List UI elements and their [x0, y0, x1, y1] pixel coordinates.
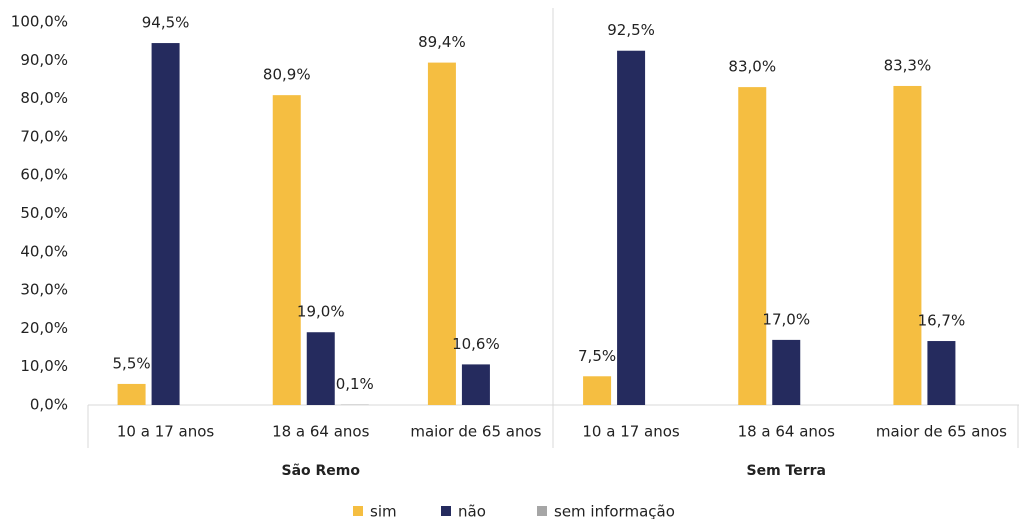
y-tick-label: 0,0%: [30, 396, 68, 414]
x-tick-label: 18 a 64 anos: [272, 423, 370, 441]
y-tick-label: 20,0%: [20, 319, 68, 337]
bar: [117, 383, 146, 405]
y-tick-label: 60,0%: [20, 166, 68, 184]
legend-swatch: [537, 506, 547, 516]
x-tick-label: 10 a 17 anos: [117, 423, 215, 441]
y-tick-label: 40,0%: [20, 242, 68, 260]
value-label: 89,4%: [418, 33, 466, 51]
x-tick-label: maior de 65 anos: [410, 423, 541, 441]
value-label: 0,1%: [336, 375, 374, 393]
group-label: São Remo: [281, 463, 360, 479]
legend-swatch: [441, 506, 451, 516]
y-tick-label: 50,0%: [20, 204, 68, 222]
legend-label: não: [458, 503, 486, 519]
value-label: 7,5%: [578, 347, 616, 365]
bar: [151, 43, 180, 405]
legend-swatch: [353, 506, 363, 516]
value-label: 80,9%: [263, 66, 311, 84]
x-tick-label: 18 a 64 anos: [738, 423, 836, 441]
value-label: 94,5%: [142, 14, 190, 32]
value-label: 92,5%: [607, 21, 655, 39]
x-tick-label: maior de 65 anos: [876, 423, 1007, 441]
bar: [583, 376, 612, 405]
y-tick-label: 100,0%: [11, 13, 68, 31]
value-label: 16,7%: [918, 312, 966, 330]
value-label: 19,0%: [297, 303, 345, 321]
legend-label: sem informação: [554, 503, 675, 519]
bar: [461, 364, 490, 405]
y-tick-label: 30,0%: [20, 281, 68, 299]
value-label: 5,5%: [113, 354, 151, 372]
bar: [306, 332, 335, 405]
value-label: 83,0%: [728, 58, 776, 76]
y-tick-label: 70,0%: [20, 127, 68, 145]
legend-label: sim: [370, 503, 397, 519]
bar: [893, 85, 922, 405]
bar: [427, 62, 456, 406]
y-tick-label: 10,0%: [20, 357, 68, 375]
y-tick-label: 90,0%: [20, 51, 68, 69]
bar: [927, 341, 956, 405]
bar: [272, 95, 301, 405]
bar: [617, 50, 646, 405]
bar: [772, 339, 801, 405]
group-label: Sem Terra: [747, 463, 826, 479]
bar: [738, 87, 767, 406]
value-label: 83,3%: [884, 56, 932, 74]
x-tick-label: 10 a 17 anos: [582, 423, 680, 441]
y-tick-label: 80,0%: [20, 89, 68, 107]
value-label: 10,6%: [452, 335, 500, 353]
value-label: 17,0%: [762, 310, 810, 328]
